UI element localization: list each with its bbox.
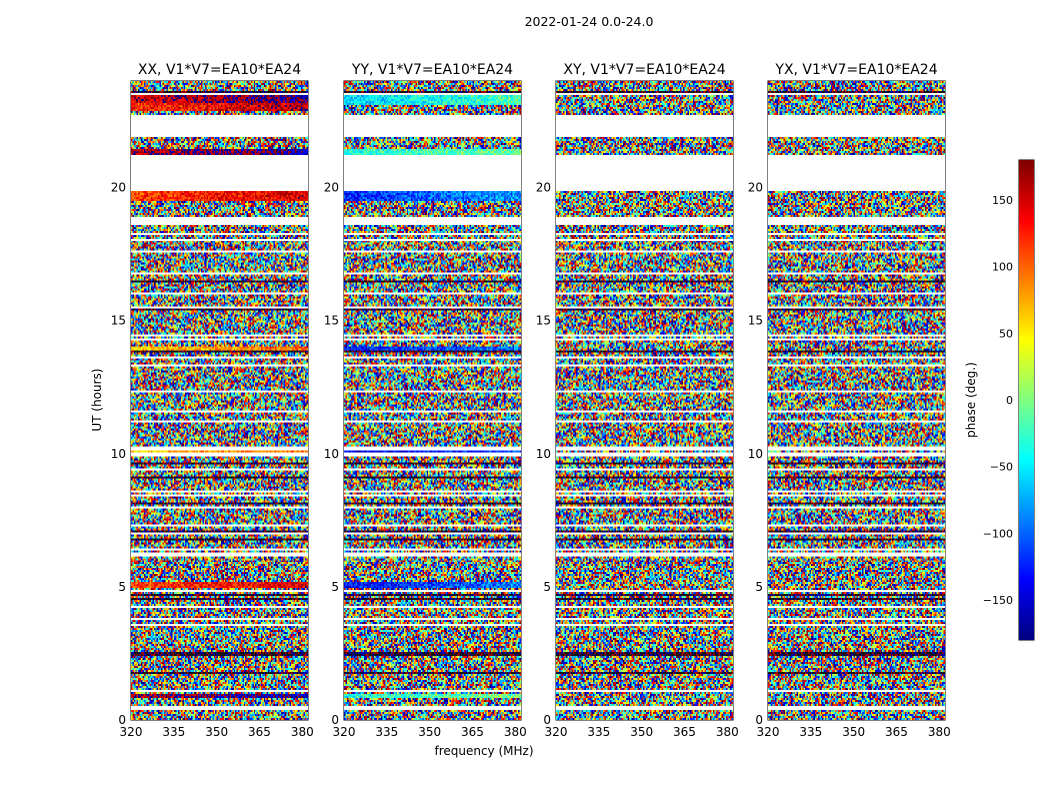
x-tick-label-2-0: 320 xyxy=(333,725,356,739)
x-tick-label-3-2: 350 xyxy=(630,725,653,739)
x-tick-label-2-2: 350 xyxy=(418,725,441,739)
y-tick-label-2-2: 10 xyxy=(324,447,339,461)
x-tick-label-1-0: 320 xyxy=(120,725,143,739)
x-axis-label: frequency (MHz) xyxy=(434,744,533,758)
y-tick-label-4-2: 10 xyxy=(748,447,763,461)
heatmap-3 xyxy=(556,81,733,720)
y-tick-label-4-1: 5 xyxy=(755,580,763,594)
x-tick-label-2-4: 380 xyxy=(504,725,527,739)
y-tick-label-4-0: 0 xyxy=(755,713,763,727)
colorbar-tick-label-1: −100 xyxy=(983,527,1013,540)
panel-title-4: YX, V1*V7=EA10*EA24 xyxy=(774,62,937,78)
y-tick-label-1-0: 0 xyxy=(118,713,126,727)
y-axis-label: UT (hours) xyxy=(90,368,104,431)
colorbar-tick-label-2: −50 xyxy=(990,461,1013,474)
x-tick-label-2-3: 365 xyxy=(461,725,484,739)
colorbar xyxy=(1019,160,1034,640)
x-tick-label-3-4: 380 xyxy=(716,725,739,739)
colorbar-tick-label-3: 0 xyxy=(1006,394,1013,407)
y-tick-label-2-0: 0 xyxy=(331,713,339,727)
x-tick-label-1-2: 350 xyxy=(205,725,228,739)
colorbar-label: phase (deg.) xyxy=(964,362,978,438)
x-tick-label-1-4: 380 xyxy=(291,725,314,739)
colorbar-tick-label-4: 50 xyxy=(999,327,1013,340)
y-tick-label-2-4: 20 xyxy=(324,181,339,195)
colorbar-tick-label-5: 100 xyxy=(992,261,1013,274)
x-tick-label-4-4: 380 xyxy=(928,725,951,739)
y-tick-label-2-3: 15 xyxy=(324,314,339,328)
heatmap-1 xyxy=(131,81,308,720)
y-tick-label-3-0: 0 xyxy=(543,713,551,727)
y-tick-label-3-2: 10 xyxy=(536,447,551,461)
x-tick-label-3-3: 365 xyxy=(673,725,696,739)
x-tick-label-3-1: 335 xyxy=(587,725,610,739)
x-tick-label-3-0: 320 xyxy=(545,725,568,739)
y-tick-label-3-3: 15 xyxy=(536,314,551,328)
heatmap-2 xyxy=(344,81,521,720)
x-tick-label-4-3: 365 xyxy=(885,725,908,739)
x-tick-label-4-0: 320 xyxy=(757,725,780,739)
x-tick-label-1-1: 335 xyxy=(162,725,185,739)
panel-title-2: YY, V1*V7=EA10*EA24 xyxy=(351,62,513,78)
y-tick-label-1-1: 5 xyxy=(118,580,126,594)
x-tick-label-1-3: 365 xyxy=(248,725,271,739)
x-tick-label-4-2: 350 xyxy=(842,725,865,739)
y-tick-label-3-4: 20 xyxy=(536,181,551,195)
heatmap-4 xyxy=(768,81,945,720)
y-tick-label-1-4: 20 xyxy=(111,181,126,195)
panel-title-1: XX, V1*V7=EA10*EA24 xyxy=(138,62,301,78)
colorbar-tick-label-6: 150 xyxy=(992,194,1013,207)
y-tick-label-4-4: 20 xyxy=(748,181,763,195)
y-tick-label-3-1: 5 xyxy=(543,580,551,594)
colorbar-tick-label-0: −150 xyxy=(983,594,1013,607)
suptitle: 2022-01-24 0.0-24.0 xyxy=(525,14,654,29)
x-tick-label-2-1: 335 xyxy=(375,725,398,739)
x-tick-label-4-1: 335 xyxy=(799,725,822,739)
y-tick-label-1-3: 15 xyxy=(111,314,126,328)
y-tick-label-4-3: 15 xyxy=(748,314,763,328)
y-tick-label-1-2: 10 xyxy=(111,447,126,461)
y-tick-label-2-1: 5 xyxy=(331,580,339,594)
panel-title-3: XY, V1*V7=EA10*EA24 xyxy=(563,62,725,78)
